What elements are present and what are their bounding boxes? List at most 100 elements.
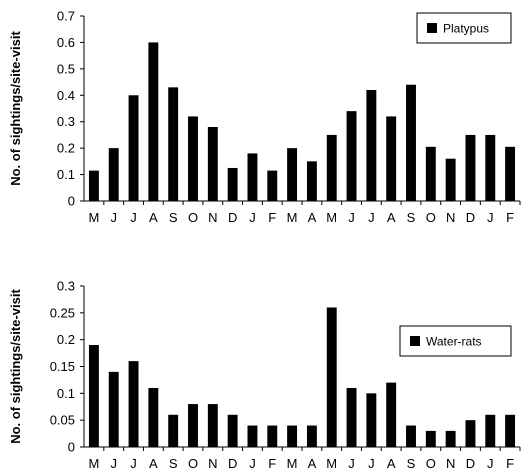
- legend-swatch: [427, 23, 437, 33]
- bar: [247, 153, 258, 201]
- bar: [88, 345, 99, 447]
- x-tick-label: J: [110, 456, 117, 471]
- x-tick-label: A: [308, 456, 317, 471]
- bar: [505, 414, 516, 447]
- x-tick-label: M: [326, 210, 337, 225]
- y-tick-label: 0.1: [57, 167, 75, 182]
- bar: [108, 148, 119, 201]
- bar: [346, 387, 357, 447]
- x-tick-label: A: [387, 456, 396, 471]
- bar: [148, 387, 159, 447]
- x-tick-label: F: [268, 210, 276, 225]
- y-tick-label: 0.05: [50, 413, 75, 428]
- x-tick-label: M: [287, 456, 298, 471]
- x-tick-label: M: [88, 210, 99, 225]
- bar: [326, 307, 337, 447]
- bar: [366, 90, 377, 201]
- x-tick-label: J: [249, 210, 256, 225]
- x-tick-label: S: [407, 210, 416, 225]
- bar: [227, 414, 238, 447]
- bar: [346, 111, 357, 201]
- bar: [366, 393, 377, 447]
- bar: [465, 420, 476, 447]
- x-tick-label: J: [368, 456, 375, 471]
- x-tick-label: O: [188, 456, 198, 471]
- bar: [287, 425, 298, 447]
- bar: [386, 382, 397, 447]
- legend-label: Platypus: [443, 22, 489, 36]
- bar: [247, 425, 258, 447]
- bar: [128, 361, 139, 447]
- chart-1: 00.10.20.30.40.50.60.7M J J A S O N D J F M A M J J A S O…: [8, 9, 521, 225]
- x-tick-label: A: [149, 210, 158, 225]
- y-tick-label: 0.3: [57, 114, 75, 129]
- bar: [148, 42, 159, 201]
- y-tick-label: 0.4: [57, 88, 75, 103]
- y-tick-label: 0.2: [57, 141, 75, 156]
- bar: [306, 161, 317, 201]
- x-tick-label: N: [208, 210, 217, 225]
- y-tick-label: 0.3: [57, 279, 75, 294]
- y-axis-label: No. of sightings/site-visit: [8, 31, 23, 186]
- bar: [465, 134, 476, 201]
- x-tick-label: J: [487, 456, 494, 471]
- bar: [267, 170, 278, 201]
- legend: Platypus: [416, 12, 512, 44]
- x-tick-label: J: [110, 210, 117, 225]
- x-tick-label: J: [130, 456, 137, 471]
- bar: [445, 158, 456, 201]
- x-tick-label: D: [466, 210, 475, 225]
- x-tick-label: F: [268, 456, 276, 471]
- bar: [168, 87, 179, 201]
- y-tick-label: 0.2: [57, 332, 75, 347]
- bar: [306, 425, 317, 447]
- legend: Water-rats: [399, 325, 512, 357]
- bar: [108, 371, 119, 447]
- bar: [485, 134, 496, 201]
- x-tick-label: J: [130, 210, 137, 225]
- y-tick-label: 0.1: [57, 386, 75, 401]
- bar: [207, 404, 218, 447]
- x-tick-label: M: [88, 456, 99, 471]
- bar: [445, 430, 456, 447]
- x-tick-label: O: [426, 456, 436, 471]
- x-tick-label: A: [387, 210, 396, 225]
- y-tick-label: 0.7: [57, 9, 75, 24]
- x-tick-label: N: [446, 210, 455, 225]
- bar: [485, 414, 496, 447]
- x-tick-label: A: [308, 210, 317, 225]
- bar: [406, 425, 416, 447]
- x-tick-label: O: [426, 210, 436, 225]
- y-tick-label: 0.15: [50, 359, 75, 374]
- x-tick-label: J: [249, 456, 256, 471]
- x-tick-label: N: [208, 456, 217, 471]
- chart-2: 00.050.10.150.20.250.3M J J A S O N D J F M A M J J A S O…: [8, 279, 521, 471]
- bar: [227, 167, 238, 201]
- bar: [425, 146, 436, 201]
- bar: [207, 127, 218, 201]
- bar: [505, 146, 516, 201]
- bar: [168, 414, 179, 447]
- x-tick-label: N: [446, 456, 455, 471]
- y-tick-label: 0.25: [50, 305, 75, 320]
- bar: [267, 425, 278, 447]
- x-tick-label: M: [326, 456, 337, 471]
- y-tick-label: 0: [68, 194, 75, 209]
- y-tick-label: 0: [68, 440, 75, 455]
- x-tick-label: O: [188, 210, 198, 225]
- x-tick-label: J: [487, 210, 494, 225]
- bar: [326, 134, 337, 201]
- x-tick-label: M: [287, 210, 298, 225]
- x-tick-label: J: [348, 456, 355, 471]
- legend-label: Water-rats: [426, 335, 482, 349]
- bar: [188, 404, 198, 447]
- y-axis-label: No. of sightings/site-visit: [8, 289, 23, 444]
- bar: [425, 430, 436, 447]
- bar: [188, 116, 198, 201]
- x-tick-label: D: [228, 210, 237, 225]
- x-tick-label: S: [407, 456, 416, 471]
- legend-swatch: [410, 336, 420, 346]
- y-tick-label: 0.6: [57, 35, 75, 50]
- bar: [287, 148, 298, 201]
- bar: [128, 95, 139, 201]
